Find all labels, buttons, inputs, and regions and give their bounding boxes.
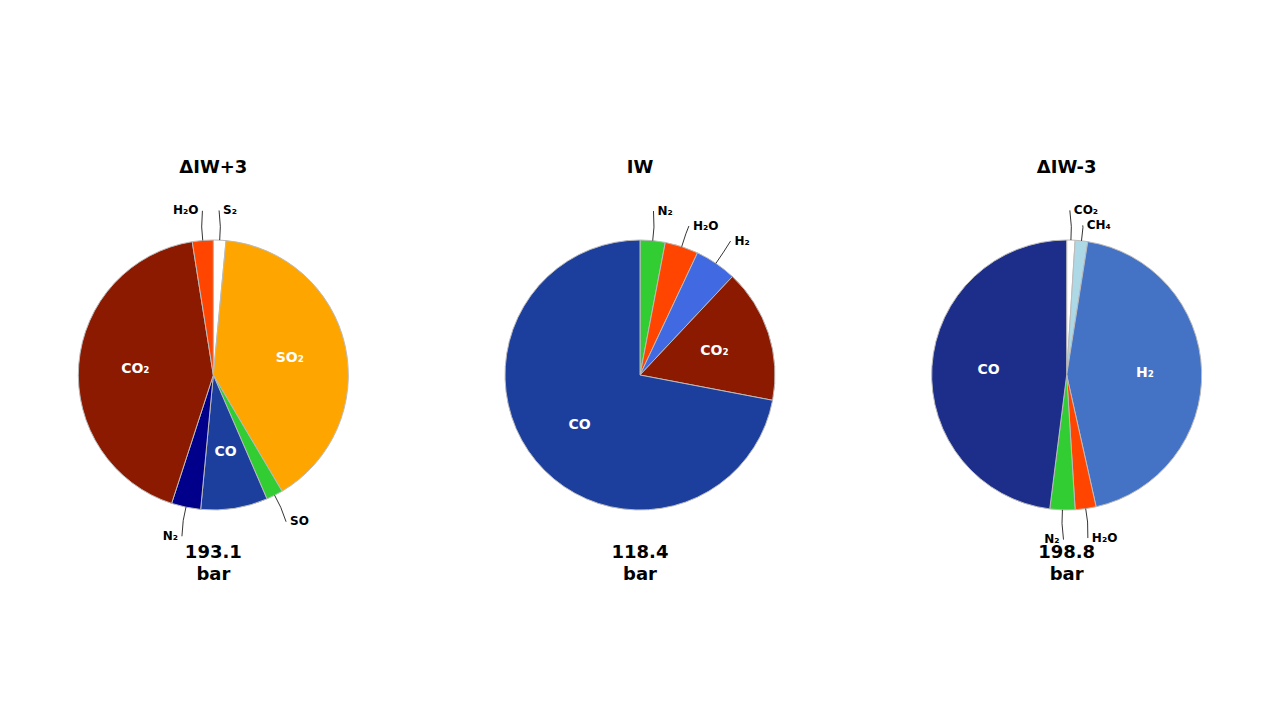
pie-panel: ΔIW-3H₂COCO₂CH₄H₂ON₂198.8bar xyxy=(932,156,1202,584)
chart-title: ΔIW+3 xyxy=(179,156,247,177)
label-connector xyxy=(275,495,286,521)
pie-slice xyxy=(932,240,1067,509)
outer-label: S₂ xyxy=(223,203,237,217)
label-connector xyxy=(1062,510,1063,540)
slices xyxy=(78,240,348,510)
slices xyxy=(505,240,775,510)
inner-label: CO xyxy=(569,416,591,432)
label-connector xyxy=(682,226,689,247)
label-connector xyxy=(716,241,731,263)
inner-label: CO₂ xyxy=(121,360,149,376)
label-connector xyxy=(653,211,654,241)
annotation-line: bar xyxy=(1050,563,1084,584)
annotation: 198.8bar xyxy=(1038,541,1095,584)
pie-slice xyxy=(213,241,348,492)
slice-labels: SO₂ CO CO₂ S₂ SO N₂ H₂O xyxy=(121,203,309,543)
chart-title: ΔIW-3 xyxy=(1037,156,1097,177)
annotation: 193.1bar xyxy=(185,541,242,584)
slices xyxy=(932,240,1202,510)
pie-slice xyxy=(505,240,773,510)
inner-label: CO₂ xyxy=(700,342,728,358)
annotation-line: 198.8 xyxy=(1038,541,1095,562)
annotation: 118.4bar xyxy=(612,541,669,584)
outer-label: CO₂ xyxy=(1074,203,1098,217)
outer-label: H₂ xyxy=(735,234,750,248)
inner-label: H₂ xyxy=(1136,364,1154,380)
label-connector xyxy=(202,211,203,241)
outer-label: CH₄ xyxy=(1087,218,1111,232)
annotation-line: bar xyxy=(196,563,230,584)
inner-label: CO xyxy=(214,443,236,459)
pie-slice xyxy=(192,240,213,375)
label-connector xyxy=(1081,225,1082,240)
inner-label: CO xyxy=(977,361,999,377)
annotation-line: bar xyxy=(623,563,657,584)
label-connector xyxy=(219,210,220,240)
label-connector xyxy=(1070,210,1071,240)
pie-panel: ΔIW+3 SO₂ CO CO₂ S₂ SO N₂ H₂O 193.1bar xyxy=(78,156,348,584)
chart-title: IW xyxy=(627,156,654,177)
inner-label: SO₂ xyxy=(276,349,304,365)
slice-labels: H₂COCO₂CH₄H₂ON₂ xyxy=(977,203,1153,546)
chart-canvas: ΔIW+3SO₂COCO₂S₂SON₂H₂O193.1barIWCO₂CON₂H… xyxy=(0,0,1280,720)
outer-label: H₂O xyxy=(693,219,719,233)
outer-label: N₂ xyxy=(163,529,178,543)
pie-slice xyxy=(78,242,213,504)
outer-label: H₂O xyxy=(173,203,199,217)
annotation-line: 118.4 xyxy=(612,541,669,562)
outer-label: H₂O xyxy=(1092,531,1118,545)
label-connector xyxy=(1086,509,1088,538)
outer-label: SO xyxy=(290,514,309,528)
slice-labels: CO₂ CO N₂ H₂O H₂ xyxy=(569,204,750,432)
pie-panel: IW CO₂ CO N₂ H₂O H₂ 118.4bar xyxy=(505,156,775,584)
outer-label: N₂ xyxy=(657,204,672,218)
label-connector xyxy=(182,507,186,536)
annotation-line: 193.1 xyxy=(185,541,242,562)
